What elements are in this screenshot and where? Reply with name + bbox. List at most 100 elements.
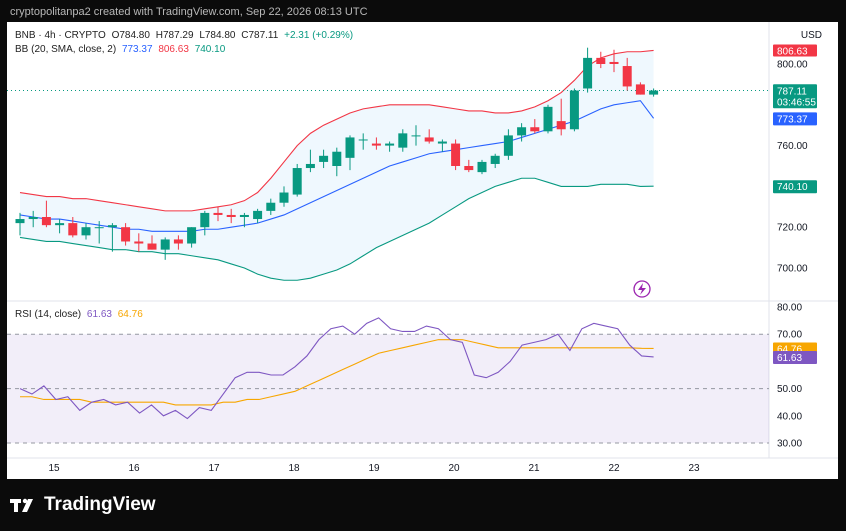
bb-legend[interactable]: BB (20, SMA, close, 2) 773.37 806.63 740… <box>15 44 228 55</box>
rsi-legend[interactable]: RSI (14, close) 61.63 64.76 <box>15 309 146 320</box>
ohlc-legend: BNB · 4h · CRYPTO O784.80 H787.29 L784.8… <box>15 30 356 41</box>
time-tick-label: 19 <box>368 463 380 474</box>
time-tick-label: 20 <box>448 463 460 474</box>
candle-body <box>81 227 91 236</box>
candle-body <box>187 227 197 244</box>
candle <box>107 223 117 252</box>
last-price-tag-text: 787.11 <box>777 86 807 97</box>
candle-body <box>279 192 289 203</box>
rsi-value: 61.63 <box>86 309 112 320</box>
candle-body <box>451 143 461 166</box>
candle <box>121 223 131 246</box>
candle-body <box>121 227 131 242</box>
upper-band-tag-bg <box>773 44 817 57</box>
currency-label[interactable]: USD <box>800 30 822 41</box>
price-tick-label: 700.00 <box>777 264 808 275</box>
candle <box>94 221 104 244</box>
time-tick-label: 15 <box>48 463 60 474</box>
candle <box>424 129 434 144</box>
candle-body <box>213 212 223 215</box>
candle-body <box>226 214 236 217</box>
candle <box>530 119 540 134</box>
candle <box>226 208 236 224</box>
basis-tag-bg <box>773 112 817 126</box>
candle <box>451 139 461 171</box>
chart-canvas[interactable]: 800.00 760.00 720.00 700.00 80.00 70.00 50.00 4… <box>7 22 838 479</box>
candle-body <box>622 66 632 87</box>
candle <box>543 104 553 134</box>
candle <box>464 159 474 173</box>
candle-body <box>530 127 540 132</box>
basis-tag-text: 773.37 <box>777 114 808 125</box>
candle <box>134 233 144 252</box>
lightning-icon-bolt <box>638 283 646 295</box>
candle-body <box>358 139 368 141</box>
candle <box>213 206 223 222</box>
lower-band-tag-text: 740.10 <box>777 182 808 193</box>
candle-body <box>253 210 263 220</box>
candle <box>437 139 447 152</box>
low-value: L784.80 <box>199 30 236 41</box>
candle <box>81 223 91 240</box>
time-tick-label: 18 <box>288 463 300 474</box>
candle-body <box>160 239 170 250</box>
symbol-label: BNB · 4h · CRYPTO <box>15 30 106 41</box>
candle-body <box>266 202 276 211</box>
candle-body <box>503 135 513 156</box>
last-price-tag-text: 03:46:55 <box>777 97 816 108</box>
candle-body <box>173 239 183 244</box>
candle-body <box>411 135 421 137</box>
candle <box>55 219 65 234</box>
rsi-tag-bg <box>773 350 817 364</box>
chart-panel[interactable]: 800.00 760.00 720.00 700.00 80.00 70.00 50.00 4… <box>7 22 838 479</box>
candle-body <box>543 106 553 132</box>
candle-body <box>556 121 566 130</box>
candle <box>385 141 395 152</box>
candle-body <box>345 137 355 158</box>
candle-body <box>437 141 447 144</box>
candle <box>160 237 170 260</box>
candle <box>239 212 249 228</box>
candle-body <box>635 84 645 95</box>
candle-body <box>583 57 593 89</box>
time-tick-label: 23 <box>688 463 700 474</box>
price-tick-label: 800.00 <box>777 60 808 71</box>
candle <box>569 88 579 132</box>
candle <box>15 212 25 236</box>
candle <box>292 163 302 197</box>
candle-body <box>41 217 51 226</box>
lightning-icon <box>633 280 651 298</box>
candle-body <box>107 225 117 228</box>
rsi-tick-label: 30.00 <box>777 439 802 450</box>
candle <box>622 57 632 91</box>
rsi-line <box>19 317 654 420</box>
candle <box>68 217 78 238</box>
candle <box>319 149 329 169</box>
rsi-tick-label: 80.00 <box>777 303 802 314</box>
bb-label: BB (20, SMA, close, 2) <box>15 44 117 55</box>
time-tick-label: 16 <box>128 463 140 474</box>
lower-band-tag-bg <box>773 180 817 194</box>
candle-body <box>200 212 210 228</box>
basis-tag: 773.37 <box>773 112 817 126</box>
rsi-tick-label: 40.00 <box>777 411 802 422</box>
candle <box>332 147 342 177</box>
candle <box>173 235 183 250</box>
candle <box>477 159 487 175</box>
candle-body <box>94 227 104 229</box>
candle <box>503 129 513 160</box>
candle-body <box>371 143 381 146</box>
candle-body <box>319 155 329 162</box>
open-value: O784.80 <box>111 30 150 41</box>
candle-body <box>569 90 579 130</box>
candle <box>583 47 593 93</box>
time-tick-label: 21 <box>528 463 540 474</box>
candle-body <box>385 143 395 146</box>
tradingview-logo-icon <box>10 498 33 512</box>
lower-band-tag: 740.10 <box>773 180 817 194</box>
candle-body <box>292 168 302 195</box>
bb-lower-value: 740.10 <box>194 44 226 55</box>
candle <box>187 227 197 248</box>
change-value: +2.31 (+0.29%) <box>284 30 354 41</box>
